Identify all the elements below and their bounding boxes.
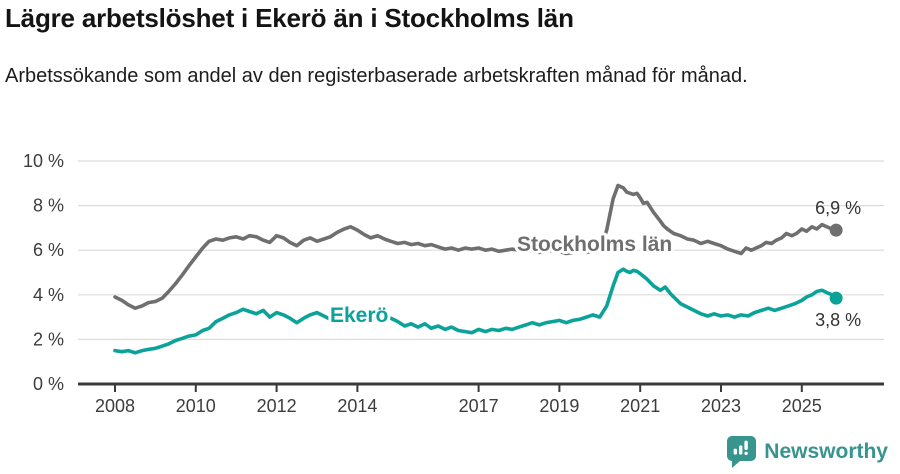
page-title: Lägre arbetslöshet i Ekerö än i Stockhol… [5, 3, 574, 33]
series-line-ekero [113, 267, 838, 355]
newsworthy-logo-icon [727, 436, 757, 468]
series-label-ekero: Ekerö [330, 304, 388, 327]
x-tick-label: 2010 [176, 396, 216, 416]
x-tick-label: 2025 [782, 396, 822, 416]
newsworthy-brand-link[interactable]: Newsworthy [726, 435, 888, 469]
y-tick-label: 10 % [23, 151, 64, 171]
series-end-dot-ekero [829, 291, 843, 305]
x-tick-label: 2023 [701, 396, 741, 416]
x-tick-label: 2017 [459, 396, 499, 416]
x-tick-label: 2008 [95, 396, 135, 416]
x-tick-label: 2019 [539, 396, 579, 416]
y-tick-label: 4 % [33, 285, 64, 305]
series-end-dot-stockholms-lan [829, 223, 843, 237]
page-subtitle: Arbetssökande som andel av den registerb… [5, 65, 748, 87]
series-label-stockholms-lan: Stockholms län [517, 233, 672, 256]
y-tick-label: 6 % [33, 240, 64, 260]
end-value-label-ekero: 3,8 % [815, 310, 861, 330]
x-tick-label: 2021 [620, 396, 660, 416]
newsworthy-brand-text: Newsworthy [764, 440, 888, 463]
series-line-stockholms-lan [113, 183, 838, 311]
y-tick-label: 2 % [33, 329, 64, 349]
y-tick-label: 0 % [33, 374, 64, 394]
end-value-label-stockholms-lan: 6,9 % [815, 198, 861, 218]
x-tick-label: 2012 [257, 396, 297, 416]
x-tick-label: 2014 [337, 396, 377, 416]
y-tick-label: 8 % [33, 196, 64, 216]
